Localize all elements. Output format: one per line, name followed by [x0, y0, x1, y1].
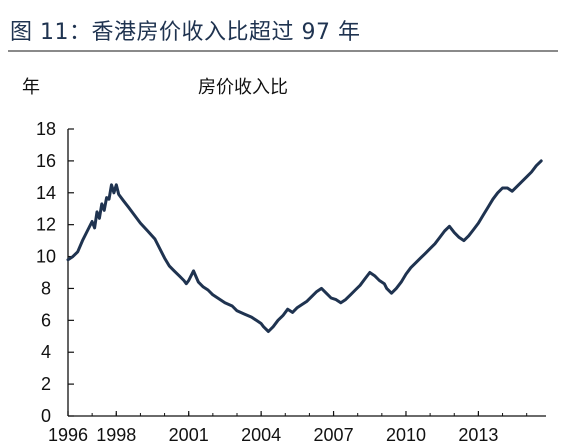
y-tick-label: 10	[36, 247, 56, 267]
title-divider	[8, 50, 558, 52]
x-tick-label: 2001	[169, 425, 209, 445]
x-tick-label: 1996	[48, 425, 88, 445]
x-tick-label: 1998	[96, 425, 136, 445]
y-axis-unit-label: 年	[22, 77, 40, 98]
axes	[67, 129, 546, 417]
y-tick-label: 2	[41, 374, 51, 394]
chart-title: 房价收入比	[198, 77, 288, 98]
y-tick-label: 12	[36, 215, 56, 235]
y-tick-label: 0	[41, 406, 51, 426]
y-tick-label: 4	[41, 342, 51, 362]
y-tick-label: 6	[41, 310, 51, 330]
figure-title: 图 11：香港房价收入比超过 97 年	[10, 20, 361, 45]
x-tick-label: 2013	[458, 425, 498, 445]
series-group	[66, 159, 543, 333]
series-line	[66, 159, 543, 333]
x-tick-label: 2010	[386, 425, 426, 445]
x-tick-label: 2007	[314, 425, 354, 445]
x-tick-label: 2004	[241, 425, 281, 445]
y-tick-label: 18	[36, 119, 56, 139]
x-axis-ticks: 1996 1998 2001 2004 2007 2010 2013	[48, 411, 528, 445]
y-tick-label: 16	[36, 151, 56, 171]
y-tick-label: 8	[41, 278, 51, 298]
y-tick-label: 14	[36, 183, 56, 203]
